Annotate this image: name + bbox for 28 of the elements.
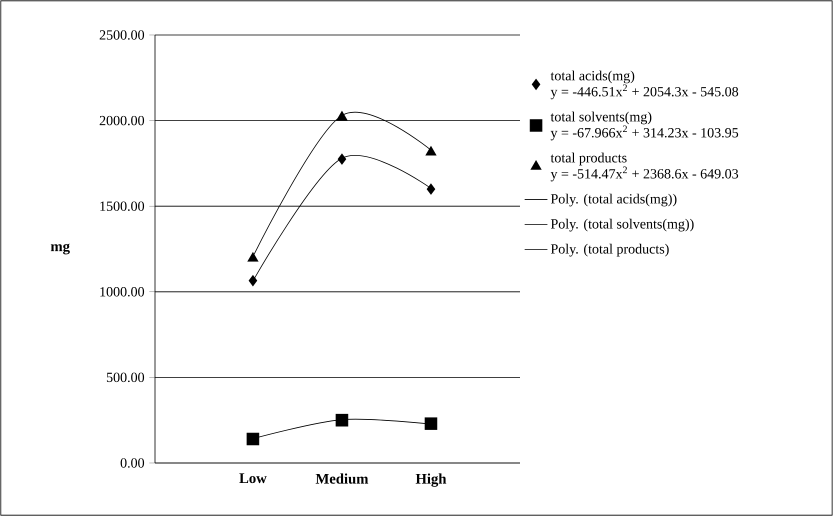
x-tick-label: Low: [239, 473, 267, 484]
point: [424, 417, 438, 430]
text: y = -514.47x$^{2}$ + 2368.6x - 649.03: [550, 166, 738, 182]
legend-label: total products: [550, 152, 627, 166]
y-tick-label: 1500.00: [100, 201, 144, 211]
legend-label: total acids(mg): [550, 70, 634, 84]
point: [247, 252, 258, 262]
y-tick-label: 500.00: [106, 372, 144, 382]
legend-label: Poly. (total acids(mg)): [550, 194, 676, 206]
point: [336, 414, 348, 426]
legend-label: total solvents(mg): [550, 112, 652, 124]
point: [426, 183, 436, 195]
y-tick-label: 2500.00: [100, 30, 144, 40]
x-tick-label: Medium: [316, 473, 368, 484]
legend-label: Poly. (total solvents(mg)): [550, 218, 694, 232]
legend-label: Poly. (total products): [550, 244, 669, 257]
point: [336, 110, 348, 120]
point: [248, 275, 258, 286]
point: [426, 146, 436, 156]
text: y = -446.51x$^{2}$ + 2054.3x - 545.08: [550, 84, 738, 100]
y-tick-label: 2000.00: [100, 116, 144, 126]
y-axis-title: mg: [50, 244, 70, 254]
x-tick-label: High: [416, 473, 446, 487]
y-tick-label: 1000.00: [100, 287, 144, 297]
point: [246, 432, 260, 446]
y-tick-label: 0.00: [120, 458, 144, 468]
point: [338, 154, 346, 165]
text: y = -67.966x$^{2}$ + 314.23x - 103.95: [550, 126, 738, 140]
